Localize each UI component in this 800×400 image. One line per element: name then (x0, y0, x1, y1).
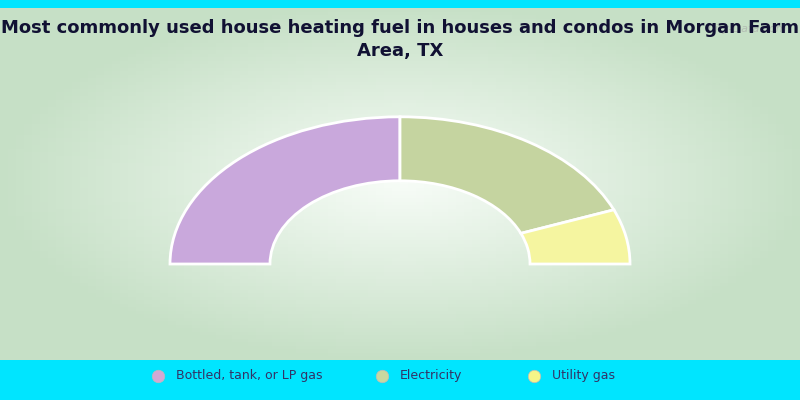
Text: Electricity: Electricity (400, 370, 462, 382)
Wedge shape (521, 210, 630, 264)
Text: Bottled, tank, or LP gas: Bottled, tank, or LP gas (176, 370, 322, 382)
Text: City-Data.com: City-Data.com (708, 24, 787, 34)
Wedge shape (170, 117, 400, 264)
Text: Most commonly used house heating fuel in houses and condos in Morgan Farm
Area, : Most commonly used house heating fuel in… (1, 19, 799, 60)
Text: Utility gas: Utility gas (552, 370, 615, 382)
Wedge shape (400, 117, 614, 233)
